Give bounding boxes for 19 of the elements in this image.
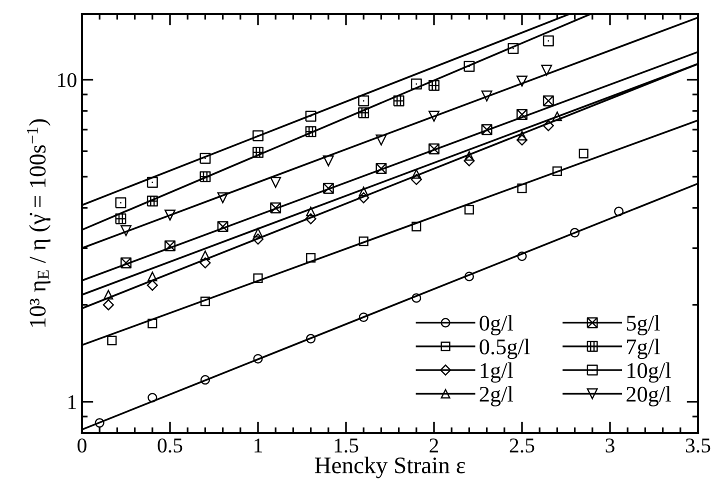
x-tick-label: 0.5	[158, 438, 182, 453]
x-tick-label: 3	[606, 438, 614, 453]
y-axis-title: 10³ η$_{E}$ / η (γ̇ = 100s$^{−1}$)	[26, 119, 50, 327]
legend-label: 5g/l	[626, 315, 660, 336]
x-tick-label: 1	[254, 438, 262, 452]
legend-label: 20g/l	[626, 386, 671, 406]
y-tick-label: 10	[58, 73, 76, 88]
x-tick-label: 2.5	[510, 438, 534, 453]
legend-label: 2g/l	[480, 386, 513, 406]
x-tick-label: 0	[78, 438, 86, 453]
x-tick-label: 2	[430, 438, 438, 452]
x-tick-label: 1.5	[334, 438, 358, 453]
legend-label: 7g/l	[627, 338, 660, 359]
legend-label: 1g/l	[480, 362, 513, 383]
x-tick-label: 3.5	[686, 438, 710, 453]
legend-label: 0.5g/l	[480, 338, 530, 359]
legend-label: 0g/l	[480, 315, 513, 336]
x-axis-title: Hencky Strain ε	[314, 456, 466, 478]
legend-label: 10g/l	[628, 362, 671, 383]
